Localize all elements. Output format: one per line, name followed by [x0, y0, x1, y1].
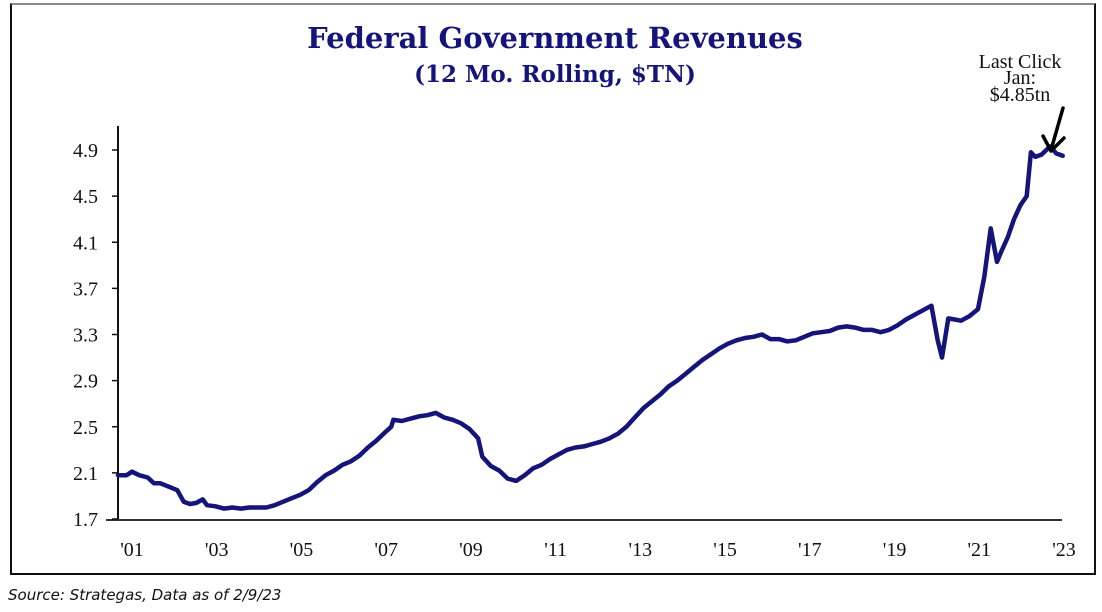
x-tick-label: '17: [798, 539, 822, 561]
y-tick-label: 4.9: [73, 140, 98, 162]
chart-title: Federal Government Revenues: [307, 21, 803, 55]
y-tick-label: 4.1: [73, 232, 98, 254]
x-tick-label: '05: [290, 539, 314, 561]
annotation-line-3: $4.85tn: [990, 84, 1051, 106]
x-tick-label: '03: [205, 539, 229, 561]
y-tick-label: 3.7: [73, 278, 98, 300]
series-group: [115, 144, 1065, 511]
x-tick-label: '13: [629, 539, 653, 561]
x-tick-label: '19: [883, 539, 907, 561]
annotation-line-1: Last Click: [979, 51, 1062, 73]
arrow-icon: [1041, 106, 1066, 153]
series-line: [115, 144, 1065, 511]
y-tick-label: 2.1: [73, 463, 98, 485]
y-tick-label: 2.9: [73, 371, 98, 393]
x-tick-label: '09: [459, 539, 483, 561]
x-tick-label: '07: [374, 539, 398, 561]
y-tick-label: 2.5: [73, 417, 98, 439]
x-tick-label: '23: [1052, 539, 1076, 561]
x-tick-label: '11: [544, 539, 567, 561]
last-click-annotation: Last Click Jan: $4.85tn: [979, 51, 1066, 153]
annotation-line-2: Jan:: [1004, 67, 1036, 89]
y-tick-label: 3.3: [73, 325, 98, 347]
x-tick-label: '01: [120, 539, 144, 561]
source-note: Source: Strategas, Data as of 2/9/23: [8, 586, 282, 604]
y-tick-label: 4.5: [73, 186, 98, 208]
chart-frame: [10, 3, 1096, 575]
x-tick-label: '15: [713, 539, 737, 561]
x-ticks: '01 '03 '05 '07 '09 '11 '13 '15 '17 '19 '21 '23: [120, 539, 1076, 561]
chart-subtitle: (12 Mo. Rolling, $TN): [414, 61, 696, 88]
y-tick-label: 1.7: [73, 509, 98, 531]
axes: [106, 126, 1062, 521]
y-ticks: 1.7 2.1 2.5 2.9 3.3 3.7 4.1 4.5 4.9: [73, 140, 118, 531]
x-tick-label: '21: [967, 539, 991, 561]
